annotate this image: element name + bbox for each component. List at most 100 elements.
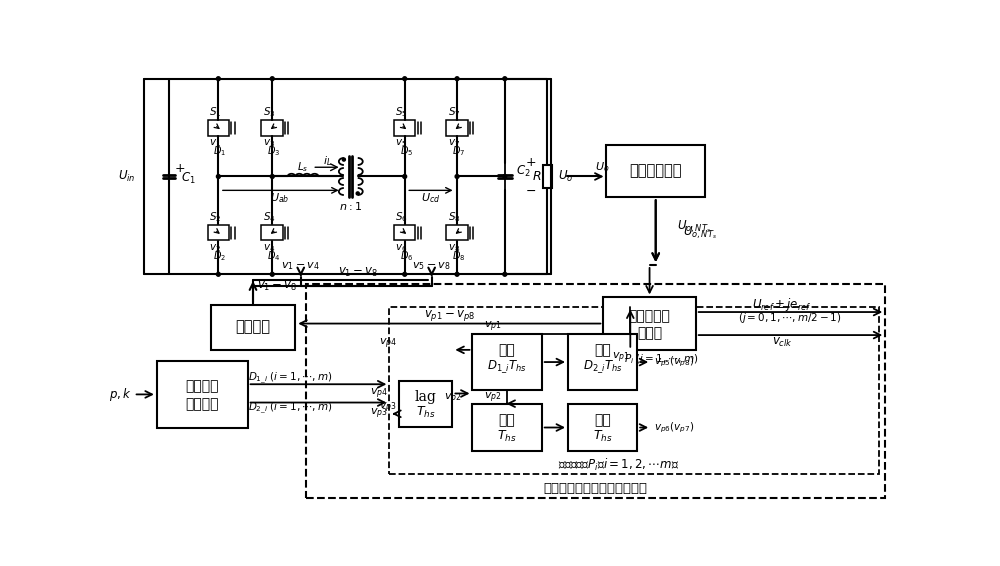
Bar (208, 121, 229, 136)
Text: $T_{hs}$: $T_{hs}$ (497, 428, 517, 444)
Circle shape (270, 174, 274, 178)
Circle shape (342, 158, 345, 161)
Text: $v_1-v_8$: $v_1-v_8$ (338, 265, 379, 278)
Bar (261, 225, 283, 241)
Text: $v_{p6}(v_{p7})$: $v_{p6}(v_{p7})$ (654, 421, 695, 435)
Text: $D_7$: $D_7$ (452, 144, 465, 158)
Text: $v_3$: $v_3$ (263, 138, 275, 149)
Text: $v_7$: $v_7$ (448, 138, 460, 149)
Text: $U_o$: $U_o$ (595, 160, 609, 174)
Circle shape (356, 192, 359, 195)
Text: $S_2$: $S_2$ (209, 211, 222, 224)
Circle shape (503, 174, 507, 178)
Bar (446, 121, 468, 136)
Text: $T_{hs}$: $T_{hs}$ (416, 404, 435, 419)
Text: $S_3$: $S_3$ (263, 106, 276, 119)
Circle shape (455, 174, 459, 178)
Circle shape (403, 77, 407, 80)
Text: $R$: $R$ (532, 170, 541, 183)
Bar (394, 121, 415, 136)
Text: $D_{1\_i}$ $(i=1,\cdots,m)$: $D_{1\_i}$ $(i=1,\cdots,m)$ (248, 371, 332, 385)
Text: $D_5$: $D_5$ (400, 144, 413, 158)
Bar (606, 145, 705, 198)
Text: $v_{p4}$: $v_{p4}$ (370, 386, 388, 401)
Text: $U_{in}$: $U_{in}$ (118, 169, 135, 184)
Text: $v_{p1}$: $v_{p1}$ (612, 350, 630, 365)
Text: lag: lag (415, 390, 436, 404)
Text: $D_{2\_i}T_{hs}$: $D_{2\_i}T_{hs}$ (583, 358, 622, 375)
Text: $S_6$: $S_6$ (395, 211, 408, 224)
Text: $U_o$: $U_o$ (558, 169, 573, 184)
Text: 滞后: 滞后 (499, 343, 515, 357)
Text: $S_4$: $S_4$ (263, 211, 276, 224)
Text: $-$: $-$ (525, 184, 536, 197)
Text: $C_2$: $C_2$ (516, 164, 530, 179)
Bar (603, 297, 696, 350)
Text: 滞后: 滞后 (594, 413, 611, 427)
Bar (208, 225, 229, 241)
Text: $U_{cd}$: $U_{cd}$ (421, 191, 441, 205)
Text: $i_L$: $i_L$ (323, 154, 332, 168)
Bar (568, 404, 637, 451)
Text: $v_1-v_4$: $v_1-v_4$ (281, 261, 320, 272)
Text: $D_{2\_i}$ $(i=1,\cdots,m)$: $D_{2\_i}$ $(i=1,\cdots,m)$ (248, 401, 332, 416)
Text: 离散移相控制脉冲组产生环节: 离散移相控制脉冲组产生环节 (544, 482, 648, 495)
Text: $v_{p5}(v_{p8})$: $v_{p5}(v_{p8})$ (654, 355, 695, 369)
Text: $v_{p2}$: $v_{p2}$ (444, 392, 462, 406)
Text: $U_{ref}\pm je_{ref}$: $U_{ref}\pm je_{ref}$ (752, 296, 812, 313)
Text: 驱动电路: 驱动电路 (236, 320, 271, 335)
Text: $v_5-v_8$: $v_5-v_8$ (412, 261, 451, 272)
Text: $v_2$: $v_2$ (209, 242, 221, 254)
Text: $D_{1\_i}T_{hs}$: $D_{1\_i}T_{hs}$ (487, 358, 527, 375)
Text: $D_6$: $D_6$ (400, 249, 413, 263)
Text: $S_5$: $S_5$ (395, 106, 408, 119)
Bar (568, 335, 637, 390)
Text: 选择器: 选择器 (637, 326, 662, 340)
Text: 控制脉冲组$P_i$（$i=1, 2, \cdots m$）: 控制脉冲组$P_i$（$i=1, 2, \cdots m$） (558, 456, 679, 473)
Text: $v_8$: $v_8$ (448, 242, 460, 254)
Text: 滞后: 滞后 (499, 413, 515, 427)
Text: $T_{hs}$: $T_{hs}$ (593, 428, 612, 444)
Text: $v_4$: $v_4$ (263, 242, 275, 254)
Text: $S_8$: $S_8$ (448, 211, 461, 224)
Circle shape (403, 272, 407, 276)
Text: 电压采样电路: 电压采样电路 (629, 164, 682, 178)
Text: $v_5$: $v_5$ (395, 138, 408, 149)
Circle shape (216, 77, 220, 80)
Circle shape (455, 77, 459, 80)
Circle shape (403, 174, 407, 178)
Text: $P_i$ $(i=1,\cdots,m)$: $P_i$ $(i=1,\cdots,m)$ (624, 352, 698, 366)
Bar (306, 284, 885, 498)
Text: $+$: $+$ (525, 156, 536, 169)
Text: $v_1-v_8$: $v_1-v_8$ (257, 280, 298, 293)
Bar (394, 225, 415, 241)
Text: $v_{p2}$: $v_{p2}$ (484, 391, 502, 405)
Bar (211, 305, 295, 350)
Text: $D_2$: $D_2$ (213, 249, 226, 263)
Text: $v_{p3}$: $v_{p3}$ (370, 406, 388, 421)
Text: $U_{ab}$: $U_{ab}$ (270, 191, 290, 205)
Text: $v_{p1}-v_{p8}$: $v_{p1}-v_{p8}$ (424, 308, 475, 323)
Text: $p, k$: $p, k$ (109, 386, 131, 403)
Text: $S_1$: $S_1$ (209, 106, 222, 119)
Bar (446, 225, 468, 241)
Text: $+$: $+$ (174, 162, 185, 175)
Text: 优化环节: 优化环节 (185, 397, 219, 411)
Text: $L_s$: $L_s$ (297, 160, 309, 174)
Bar (157, 361, 248, 428)
Text: $v_1$: $v_1$ (209, 138, 221, 149)
Circle shape (455, 272, 459, 276)
Text: $D_1$: $D_1$ (213, 144, 226, 158)
Bar (472, 335, 542, 390)
Text: $v_6$: $v_6$ (395, 242, 408, 254)
Circle shape (216, 174, 220, 178)
Text: $D_4$: $D_4$ (267, 249, 281, 263)
Text: $C_1$: $C_1$ (181, 170, 196, 186)
Text: 控制脉冲组: 控制脉冲组 (629, 308, 670, 323)
Text: $D_8$: $D_8$ (452, 249, 465, 263)
Text: $(j=0, 1, \cdots, m/2-1)$: $(j=0, 1, \cdots, m/2-1)$ (738, 311, 841, 325)
Circle shape (503, 272, 507, 276)
Circle shape (216, 272, 220, 276)
Text: $U_{o,NT_s}$: $U_{o,NT_s}$ (683, 224, 717, 241)
Text: $n:1$: $n:1$ (339, 200, 362, 212)
